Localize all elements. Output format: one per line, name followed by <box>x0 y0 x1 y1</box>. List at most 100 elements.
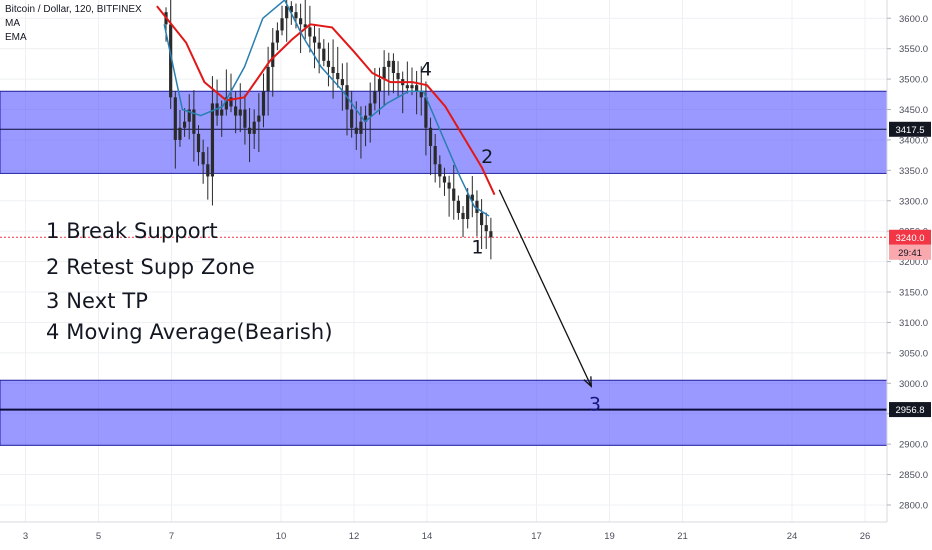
price-tick-label: 3000.0 <box>899 379 928 390</box>
time-tick-label: 21 <box>677 531 688 542</box>
candle-body <box>382 66 386 80</box>
price-tick-label: 3100.0 <box>899 318 928 329</box>
candle-body <box>196 133 201 153</box>
price-tick-label: 2900.0 <box>899 440 928 451</box>
candle-body <box>229 97 233 107</box>
price-labels: 3417.5 3240.0 29:41 2956.8 <box>889 121 931 418</box>
candle-body <box>438 164 442 177</box>
candle-body <box>387 60 391 67</box>
time-tick-label: 24 <box>787 531 798 542</box>
price-label-zone-lower: 2956.8 <box>895 405 924 416</box>
candle-body <box>234 106 238 116</box>
price-label-zone-upper-bg <box>889 121 931 137</box>
candle-body <box>396 73 400 80</box>
candle-body <box>456 200 460 213</box>
time-tick-label: 3 <box>23 531 28 542</box>
candle-body <box>489 231 493 238</box>
price-tick-label: 2800.0 <box>899 500 928 511</box>
time-tick-label: 7 <box>169 531 174 542</box>
candle-body <box>340 79 344 86</box>
candle-body <box>442 176 447 183</box>
price-label-current: 3240.0 <box>895 233 924 244</box>
candle-body <box>373 91 377 104</box>
price-tick-label: 2850.0 <box>899 470 928 481</box>
price-axis[interactable] <box>887 0 932 522</box>
ma-line <box>156 5 496 196</box>
candle-body <box>169 24 173 98</box>
time-tick-label: 26 <box>860 531 871 542</box>
price-label-countdown: 29:41 <box>898 248 922 259</box>
symbol-title: Bitcoin / Dollar, 120, BITFINEX <box>5 4 142 15</box>
marker-1: 1 <box>471 237 483 259</box>
price-tick-label: 3450.0 <box>899 105 928 116</box>
candle-body <box>479 212 484 226</box>
candle-body <box>419 91 423 98</box>
indicator-ema-label[interactable]: EMA <box>5 32 27 43</box>
note-next-tp: 3 Next TP <box>46 289 149 313</box>
candle-body <box>220 109 224 116</box>
arrow-head <box>583 376 592 388</box>
candle-body <box>266 66 270 92</box>
candle-body <box>336 73 340 80</box>
support-zone-2 <box>0 379 888 446</box>
candle-body <box>410 85 414 89</box>
candle-body <box>428 127 433 147</box>
time-axis[interactable] <box>0 522 887 550</box>
candle-body <box>280 18 284 31</box>
candle-body <box>303 24 307 28</box>
price-tick-label: 3200.0 <box>899 257 928 268</box>
candle-body <box>475 200 479 213</box>
candle-body <box>484 225 488 232</box>
time-tick-label: 19 <box>604 531 615 542</box>
projection-arrow <box>498 189 592 388</box>
candle-body <box>257 115 261 122</box>
candle-body <box>452 188 456 201</box>
candle-body <box>312 36 317 43</box>
candle-body <box>322 48 326 61</box>
note-moving-average: 4 Moving Average(Bearish) <box>46 320 333 344</box>
candle-body <box>289 6 293 13</box>
support-zones <box>0 90 888 446</box>
candle-body <box>187 109 191 122</box>
time-tick-label: 17 <box>531 531 542 542</box>
candle-body <box>354 127 358 134</box>
ema-line <box>163 0 490 217</box>
candle-body <box>210 103 215 177</box>
candle-body <box>331 66 335 74</box>
time-tick-label: 12 <box>349 531 360 542</box>
candle-body <box>308 27 312 37</box>
price-tick-label: 3150.0 <box>899 288 928 299</box>
time-tick-label: 5 <box>96 531 101 542</box>
candle-body <box>326 60 331 67</box>
annotation-markers: 4 2 1 3 <box>420 58 601 415</box>
time-tick-label: 10 <box>276 531 287 542</box>
price-label-current-bg <box>889 229 931 245</box>
candle-body <box>178 127 182 140</box>
candle-body <box>470 194 474 201</box>
price-tick-label: 3600.0 <box>899 14 928 25</box>
candle-body <box>252 121 256 134</box>
candle-body <box>182 121 187 128</box>
indicator-ma-label[interactable]: MA <box>5 18 20 29</box>
price-tick-label: 3050.0 <box>899 348 928 359</box>
price-label-countdown-bg <box>889 244 931 260</box>
candle-body <box>350 109 354 128</box>
price-label-zone-lower-bg <box>889 402 931 418</box>
candle-body <box>238 109 242 116</box>
candle-body <box>285 6 289 19</box>
candle-body <box>377 79 382 92</box>
candle-body <box>447 182 451 189</box>
time-axis-ticks: 3 5 7 10 12 14 17 19 21 24 26 <box>23 531 870 542</box>
candle-body <box>299 18 303 25</box>
marker-2: 2 <box>481 146 493 168</box>
price-tick-label: 3350.0 <box>899 166 928 177</box>
candle-body <box>433 146 437 165</box>
candle-body <box>247 127 252 134</box>
price-tick-label: 3550.0 <box>899 44 928 55</box>
candle-body <box>359 121 363 134</box>
candle-body <box>415 85 419 92</box>
candle-body <box>466 194 470 220</box>
candle-body <box>206 164 210 177</box>
time-tick-label: 14 <box>422 531 433 542</box>
